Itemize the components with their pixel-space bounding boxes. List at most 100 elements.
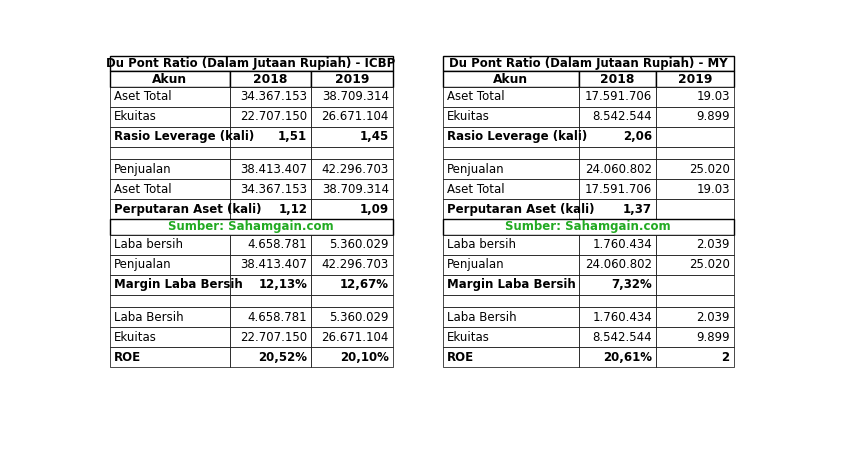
Text: 20,10%: 20,10%	[340, 350, 388, 364]
Text: Laba bersih: Laba bersih	[447, 238, 516, 251]
Text: 5.360.029: 5.360.029	[330, 311, 388, 324]
Text: Ekuitas: Ekuitas	[113, 331, 157, 344]
Text: 38.709.314: 38.709.314	[322, 90, 388, 104]
Text: Aset Total: Aset Total	[113, 183, 171, 196]
Bar	[579, 159, 656, 179]
Text: Rasio Leverage (kali): Rasio Leverage (kali)	[447, 130, 587, 143]
Bar	[656, 327, 734, 347]
Text: 9.899: 9.899	[696, 331, 730, 344]
Bar	[443, 295, 579, 307]
Text: Du Pont Ratio (Dalam Jutaan Rupiah) - MY: Du Pont Ratio (Dalam Jutaan Rupiah) - MY	[449, 57, 727, 70]
Text: Penjualan: Penjualan	[113, 258, 171, 271]
Bar	[311, 147, 393, 159]
Bar	[311, 127, 393, 147]
Text: 2.039: 2.039	[696, 311, 730, 324]
Bar	[443, 71, 579, 87]
Text: 1,45: 1,45	[360, 130, 388, 143]
Bar	[110, 87, 230, 107]
Bar	[110, 159, 230, 179]
Bar	[579, 275, 656, 295]
Text: 4.658.781: 4.658.781	[247, 238, 307, 251]
Bar	[230, 295, 311, 307]
Bar	[579, 307, 656, 327]
Text: 1.760.434: 1.760.434	[593, 311, 652, 324]
Text: 34.367.153: 34.367.153	[240, 183, 307, 196]
Bar	[230, 147, 311, 159]
Bar	[443, 127, 579, 147]
Bar	[579, 107, 656, 127]
Text: Perputaran Aset (kali): Perputaran Aset (kali)	[447, 203, 594, 216]
Text: Margin Laba Bersih: Margin Laba Bersih	[113, 278, 242, 291]
Bar	[656, 179, 734, 199]
Bar	[311, 179, 393, 199]
Text: 22.707.150: 22.707.150	[240, 331, 307, 344]
Text: Aset Total: Aset Total	[113, 90, 171, 104]
Text: 1,37: 1,37	[623, 203, 652, 216]
Text: 2,06: 2,06	[623, 130, 652, 143]
Bar	[656, 159, 734, 179]
Bar	[579, 295, 656, 307]
Text: Penjualan: Penjualan	[447, 258, 504, 271]
Bar	[656, 255, 734, 275]
Text: 5.360.029: 5.360.029	[330, 238, 388, 251]
Text: 19.03: 19.03	[696, 90, 730, 104]
Text: Sumber: Sahamgain.com: Sumber: Sahamgain.com	[505, 221, 671, 233]
Text: 38.413.407: 38.413.407	[240, 258, 307, 271]
Text: 12,67%: 12,67%	[340, 278, 388, 291]
Text: 24.060.802: 24.060.802	[586, 258, 652, 271]
Bar	[230, 255, 311, 275]
Bar	[656, 295, 734, 307]
Text: Ekuitas: Ekuitas	[447, 331, 490, 344]
Text: 26.671.104: 26.671.104	[321, 110, 388, 123]
Text: Laba Bersih: Laba Bersih	[447, 311, 516, 324]
Text: 20,52%: 20,52%	[259, 350, 307, 364]
Text: ROE: ROE	[447, 350, 474, 364]
Bar	[443, 56, 734, 71]
Bar	[443, 147, 579, 159]
Text: Penjualan: Penjualan	[447, 163, 504, 176]
Bar	[656, 127, 734, 147]
Bar	[230, 307, 311, 327]
Text: Laba Bersih: Laba Bersih	[113, 311, 183, 324]
Text: Laba bersih: Laba bersih	[113, 238, 183, 251]
Text: 19.03: 19.03	[696, 183, 730, 196]
Bar	[656, 147, 734, 159]
Bar	[230, 179, 311, 199]
Bar	[656, 307, 734, 327]
Bar	[656, 71, 734, 87]
Bar	[110, 127, 230, 147]
Text: 24.060.802: 24.060.802	[586, 163, 652, 176]
Text: 1,09: 1,09	[360, 203, 388, 216]
Text: 42.296.703: 42.296.703	[322, 163, 388, 176]
Bar	[110, 327, 230, 347]
Text: 25.020: 25.020	[689, 258, 730, 271]
Bar	[311, 235, 393, 255]
Text: 25.020: 25.020	[689, 163, 730, 176]
Text: 7,32%: 7,32%	[612, 278, 652, 291]
Bar	[656, 235, 734, 255]
Bar	[311, 87, 393, 107]
Text: 9.899: 9.899	[696, 110, 730, 123]
Text: 2.039: 2.039	[696, 238, 730, 251]
Text: Penjualan: Penjualan	[113, 163, 171, 176]
Bar	[443, 235, 579, 255]
Text: 22.707.150: 22.707.150	[240, 110, 307, 123]
Bar	[579, 71, 656, 87]
Text: Rasio Leverage (kali): Rasio Leverage (kali)	[113, 130, 253, 143]
Text: 38.413.407: 38.413.407	[240, 163, 307, 176]
Bar	[579, 179, 656, 199]
Bar	[311, 255, 393, 275]
Text: Aset Total: Aset Total	[447, 90, 504, 104]
Text: Ekuitas: Ekuitas	[447, 110, 490, 123]
Text: 1.760.434: 1.760.434	[593, 238, 652, 251]
Bar	[311, 347, 393, 367]
Bar	[656, 347, 734, 367]
Bar	[110, 107, 230, 127]
Text: 17.591.706: 17.591.706	[585, 183, 652, 196]
Bar	[443, 219, 734, 235]
Text: 1,51: 1,51	[279, 130, 307, 143]
Text: Perputaran Aset (kali): Perputaran Aset (kali)	[113, 203, 261, 216]
Bar	[110, 71, 230, 87]
Bar	[443, 255, 579, 275]
Text: ROE: ROE	[113, 350, 141, 364]
